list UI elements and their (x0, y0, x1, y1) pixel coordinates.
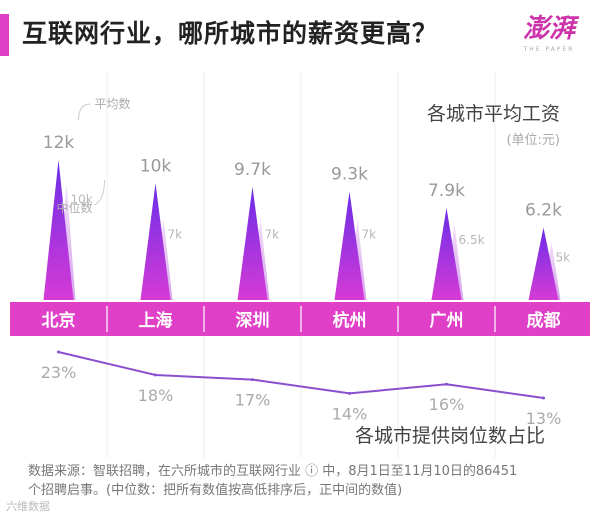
median-value-label: 10k (71, 192, 93, 206)
city-label: 广州 (430, 310, 464, 331)
mean-value-label: 12k (43, 133, 75, 153)
callout-mean-label: 平均数 (95, 96, 131, 111)
median-value-label: 7k (362, 227, 377, 241)
mean-value-label: 9.7k (234, 160, 271, 180)
city-label: 成都 (527, 310, 561, 331)
salary-chart-title: 各城市平均工资 (427, 103, 560, 125)
brand-logo-text: 澎湃 (522, 14, 575, 44)
share-point (348, 391, 351, 395)
median-value-label: 7k (168, 227, 183, 241)
city-label: 上海 (139, 310, 173, 331)
callout-median-label: 中位数 (57, 200, 93, 215)
share-value-label: 23% (41, 363, 77, 382)
share-point (154, 373, 157, 377)
mean-peak (237, 186, 268, 300)
share-line (58, 351, 544, 399)
share-chart-title: 各城市提供岗位数占比 (355, 425, 545, 447)
mean-value-label: 6.2k (525, 201, 562, 221)
mean-value-label: 10k (140, 156, 172, 176)
share-value-label: 17% (235, 391, 271, 410)
mean-peak (431, 207, 462, 300)
share-point (251, 378, 254, 382)
share-value-label: 18% (138, 386, 174, 405)
mean-peak (43, 160, 74, 300)
median-value-label: 5k (556, 251, 571, 265)
median-value-label: 6.5k (459, 233, 485, 247)
footnote-line-1: 数据来源：智联招聘，在六所城市的互联网行业 ⓘ 中，8月1日至11月10日的86… (28, 464, 518, 479)
footnote-line-2: 个招聘启事。(中位数：把所有数值按高低排序后，正中间的数值) (28, 483, 403, 498)
share-point (57, 350, 60, 354)
mean-peak (140, 183, 171, 300)
mean-value-label: 9.3k (331, 165, 368, 185)
city-label: 深圳 (236, 310, 270, 331)
brand-logo: 澎湃 THE PAPER (515, 12, 583, 62)
share-point (445, 382, 448, 386)
city-band (10, 302, 590, 336)
page-title: 互联网行业，哪所城市的薪资更高？ (22, 19, 439, 48)
city-label: 北京 (42, 310, 76, 331)
brand-logo-subtext: THE PAPER (523, 46, 575, 53)
callout-line-mean (78, 103, 91, 121)
mean-peak (334, 191, 365, 300)
median-value-label: 7k (265, 227, 280, 241)
share-value-label: 16% (429, 395, 465, 414)
callout-line-median (94, 179, 105, 206)
share-point (542, 396, 545, 400)
mean-peak (528, 227, 559, 300)
title-accent-bar (0, 14, 9, 56)
city-label: 杭州 (333, 310, 367, 331)
mean-value-label: 7.9k (428, 181, 465, 201)
salary-unit-label: (单位:元) (506, 133, 560, 148)
share-value-label: 13% (526, 409, 562, 428)
footnote: 数据来源：智联招聘，在六所城市的互联网行业 ⓘ 中，8月1日至11月10日的86… (28, 462, 588, 500)
watermark: 六维数据 (6, 500, 50, 513)
share-value-label: 14% (332, 404, 368, 423)
